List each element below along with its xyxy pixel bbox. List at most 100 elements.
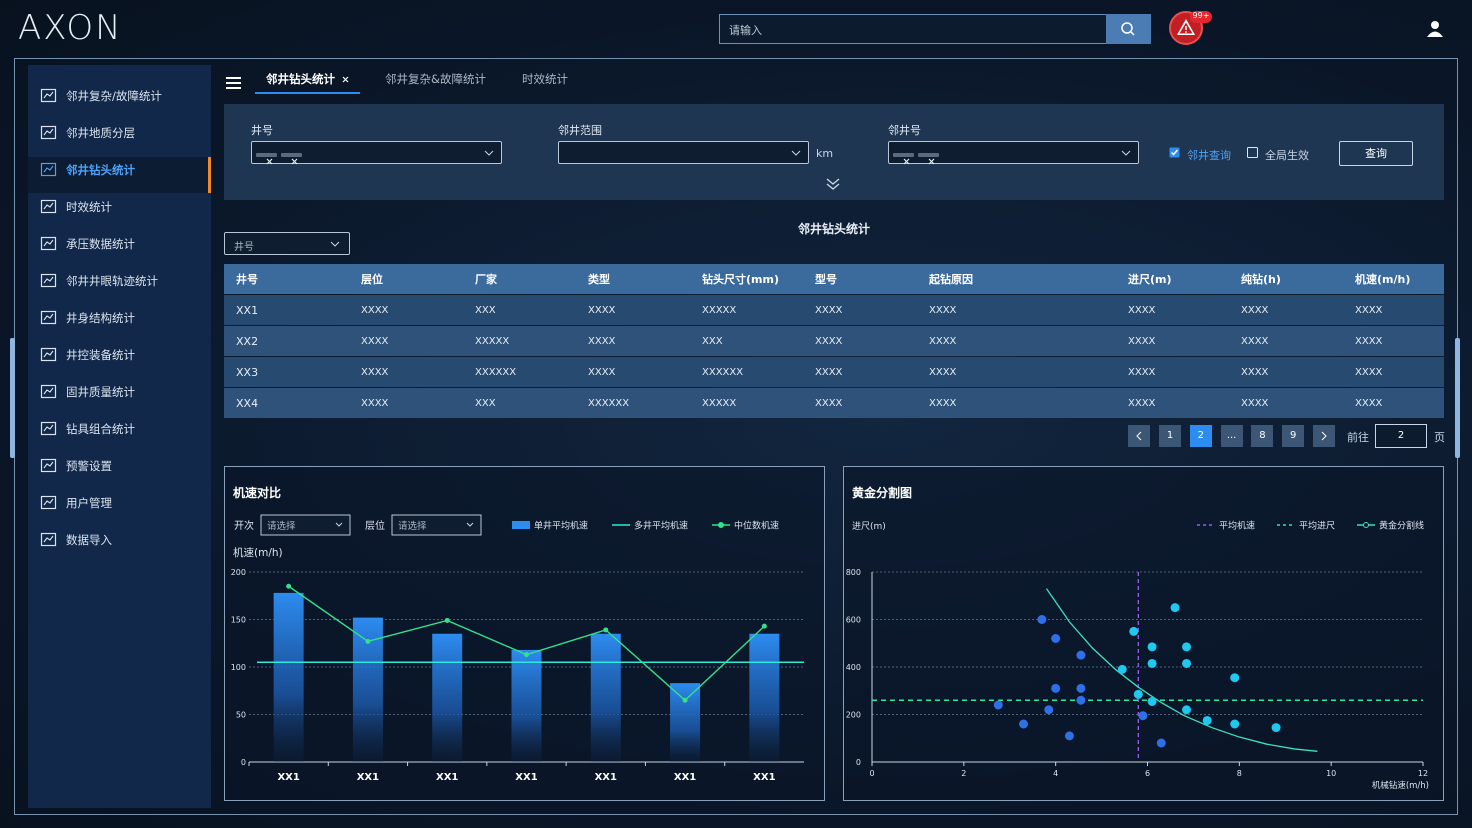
alert-icon[interactable] — [1168, 10, 1218, 46]
cell: XXXXXX — [475, 366, 517, 378]
line-point — [524, 652, 529, 658]
tab[interactable]: 邻井复杂&故障统计 — [374, 66, 497, 92]
cell: XXXX — [1128, 304, 1156, 316]
tag: 标签 — [256, 153, 277, 165]
scatter-point — [1037, 615, 1047, 624]
cell: XXXX — [588, 366, 616, 378]
cell: XXXX — [588, 304, 616, 316]
chart-title: 黄金分割图 — [852, 485, 912, 500]
range-select[interactable] — [558, 141, 809, 164]
cell: XXXX — [815, 304, 843, 316]
search-box[interactable]: 请输入 — [719, 14, 1107, 44]
table-select[interactable]: 井号 — [224, 232, 350, 255]
menu-item[interactable]: 邻井地质分层 — [28, 120, 211, 156]
icon-shape — [40, 347, 57, 362]
icon-shape — [43, 276, 54, 284]
menu-item[interactable]: 时效统计 — [28, 194, 211, 230]
scatter-point — [1170, 603, 1180, 613]
menu-item[interactable]: 邻井复杂/故障统计 — [28, 83, 211, 119]
legend-swatch — [512, 521, 530, 529]
cell: XXXX — [929, 397, 957, 409]
scatter-point — [1147, 696, 1157, 706]
header-cell: 类型 — [588, 273, 610, 286]
page-button[interactable] — [1313, 425, 1335, 447]
checkbox[interactable] — [1247, 147, 1259, 159]
icon-shape — [43, 535, 54, 543]
goto-unit: 页 — [1434, 431, 1445, 444]
menu-item[interactable]: 邻井钻头统计 — [28, 157, 211, 193]
menu-item[interactable]: 数据导入 — [28, 527, 211, 563]
y-tick-label: 100 — [231, 663, 246, 672]
tab-label: 邻井复杂&故障统计 — [385, 72, 486, 86]
cell: XXXX — [1355, 397, 1383, 409]
chevron — [335, 522, 343, 527]
x-tick-label: XX1 — [436, 772, 458, 783]
menu-item[interactable]: 井身结构统计 — [28, 305, 211, 341]
tab[interactable]: 邻井钻头统计 — [255, 66, 360, 94]
menu-label: 井身结构统计 — [66, 311, 135, 325]
menu-icon[interactable] — [226, 76, 242, 90]
cell: XXXX — [1128, 366, 1156, 378]
filter-select[interactable] — [391, 514, 482, 536]
chevron — [1121, 150, 1131, 156]
menu-label: 数据导入 — [66, 533, 112, 547]
cell: XXXXX — [702, 304, 737, 316]
menu-label: 时效统计 — [66, 200, 112, 214]
cell: XXXX — [361, 304, 389, 316]
x-tick-label: XX1 — [595, 772, 617, 783]
header-cell: 纯钻(h) — [1241, 273, 1281, 286]
close-icon — [291, 158, 298, 165]
icon-shape — [40, 458, 57, 473]
chevron-glyph — [484, 150, 494, 156]
menu-icon — [40, 532, 57, 547]
cell: XXXXX — [702, 397, 737, 409]
search-button[interactable] — [1106, 14, 1151, 44]
checkbox-label: 邻井查询 — [1187, 149, 1231, 162]
cell: XXXX — [1241, 335, 1269, 347]
scatter-point — [1182, 642, 1192, 652]
menu-item[interactable]: 用户管理 — [28, 490, 211, 526]
checkbox-checked[interactable] — [1169, 147, 1181, 159]
menu-item[interactable]: 固井质量统计 — [28, 379, 211, 415]
header-cell: 井号 — [236, 273, 258, 286]
filter-select[interactable] — [260, 514, 351, 536]
select-text: 井号 — [234, 242, 254, 253]
table-row: XX4 XXXX XXX XXXXXX XXXXX XXXX XXXX XXXX XXXX XXX… — [224, 388, 1444, 418]
legend-label: 平均进尺 — [1299, 520, 1335, 532]
cell: XXXX — [815, 397, 843, 409]
menu-item[interactable]: 预警设置 — [28, 453, 211, 489]
menu-label: 井控装备统计 — [66, 348, 135, 362]
user-icon[interactable] — [1426, 20, 1444, 38]
well-select[interactable]: 标签标签 — [251, 141, 502, 165]
query-button[interactable]: 查询 — [1339, 141, 1413, 166]
icon-shape — [40, 421, 57, 436]
page-button[interactable]: 1 — [1159, 425, 1181, 447]
scatter-point — [1147, 642, 1157, 652]
menu-icon — [40, 236, 57, 251]
menu-icon — [40, 273, 57, 288]
y-tick-label: 200 — [846, 711, 861, 720]
page-button[interactable] — [1128, 425, 1150, 447]
icon-shape — [40, 495, 57, 510]
tab[interactable]: 时效统计 — [511, 66, 579, 92]
neighbor-select[interactable]: 标签标签 — [888, 141, 1139, 165]
menu-item[interactable]: 承压数据统计 — [28, 231, 211, 267]
menu-label: 邻井井眼轨迹统计 — [66, 274, 158, 288]
scatter-point — [1129, 626, 1139, 636]
chevron — [466, 522, 474, 527]
page-button[interactable]: 2 — [1189, 425, 1212, 447]
page-button[interactable]: 8 — [1251, 425, 1274, 447]
menu-label: 预警设置 — [66, 459, 112, 473]
page-button[interactable]: 9 — [1282, 425, 1305, 447]
menu-item[interactable]: 井控装备统计 — [28, 342, 211, 378]
icon-shape — [40, 310, 57, 325]
menu-item[interactable]: 邻井井眼轨迹统计 — [28, 268, 211, 304]
bar — [670, 683, 701, 762]
goto-input[interactable]: 2 — [1375, 424, 1427, 448]
menu-item[interactable]: 钻具组合统计 — [28, 416, 211, 452]
line-point — [682, 697, 688, 703]
page-button[interactable]: ... — [1220, 425, 1243, 447]
chart-panel: 黄金分割图 进尺(m) 0 200 400 600 800 平均机速 平均进尺 黄金分割线 0 2 4 6… — [843, 466, 1444, 801]
expand-icon[interactable] — [825, 177, 841, 191]
